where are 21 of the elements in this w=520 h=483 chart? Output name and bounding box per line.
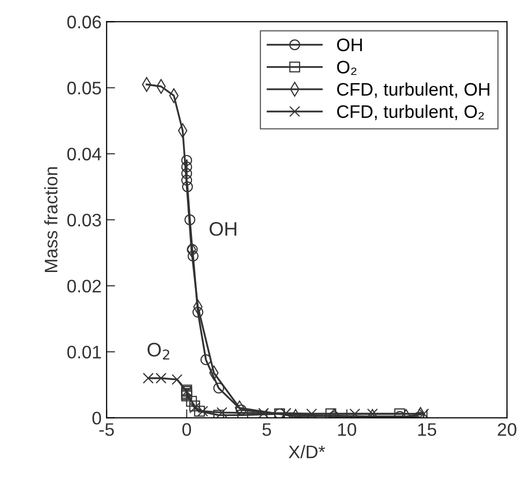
y-axis-title: Mass fraction [44, 167, 58, 272]
y-tick-label: 0.04 [67, 148, 102, 160]
y-tick-label: 0.01 [67, 346, 101, 359]
y-tick-label: 0.05 [67, 82, 101, 94]
legend-label: OH [337, 38, 362, 52]
y-tick-label: 0.02 [67, 280, 101, 292]
x-tick-label: 5 [262, 423, 272, 436]
y-tick-label: 0.06 [67, 16, 101, 28]
legend-label: CFD, turbulent, OH [337, 82, 490, 98]
x-tick-label: 20 [498, 423, 516, 436]
annotation: OH [210, 222, 236, 236]
legend-label: O₂ [337, 60, 356, 75]
x-tick-label: 10 [338, 423, 356, 436]
x-tick-label: -5 [99, 423, 114, 436]
legend-label: CFD, turbulent, O₂ [337, 104, 484, 120]
x-axis-title: X/D* [288, 445, 326, 458]
x-tick-label: 0 [182, 423, 191, 436]
x-tick-label: 15 [418, 423, 436, 436]
y-tick-label: 0.03 [67, 214, 101, 226]
y-tick-label: 0 [92, 412, 102, 425]
annotation: O$_{2}$ [148, 342, 170, 360]
